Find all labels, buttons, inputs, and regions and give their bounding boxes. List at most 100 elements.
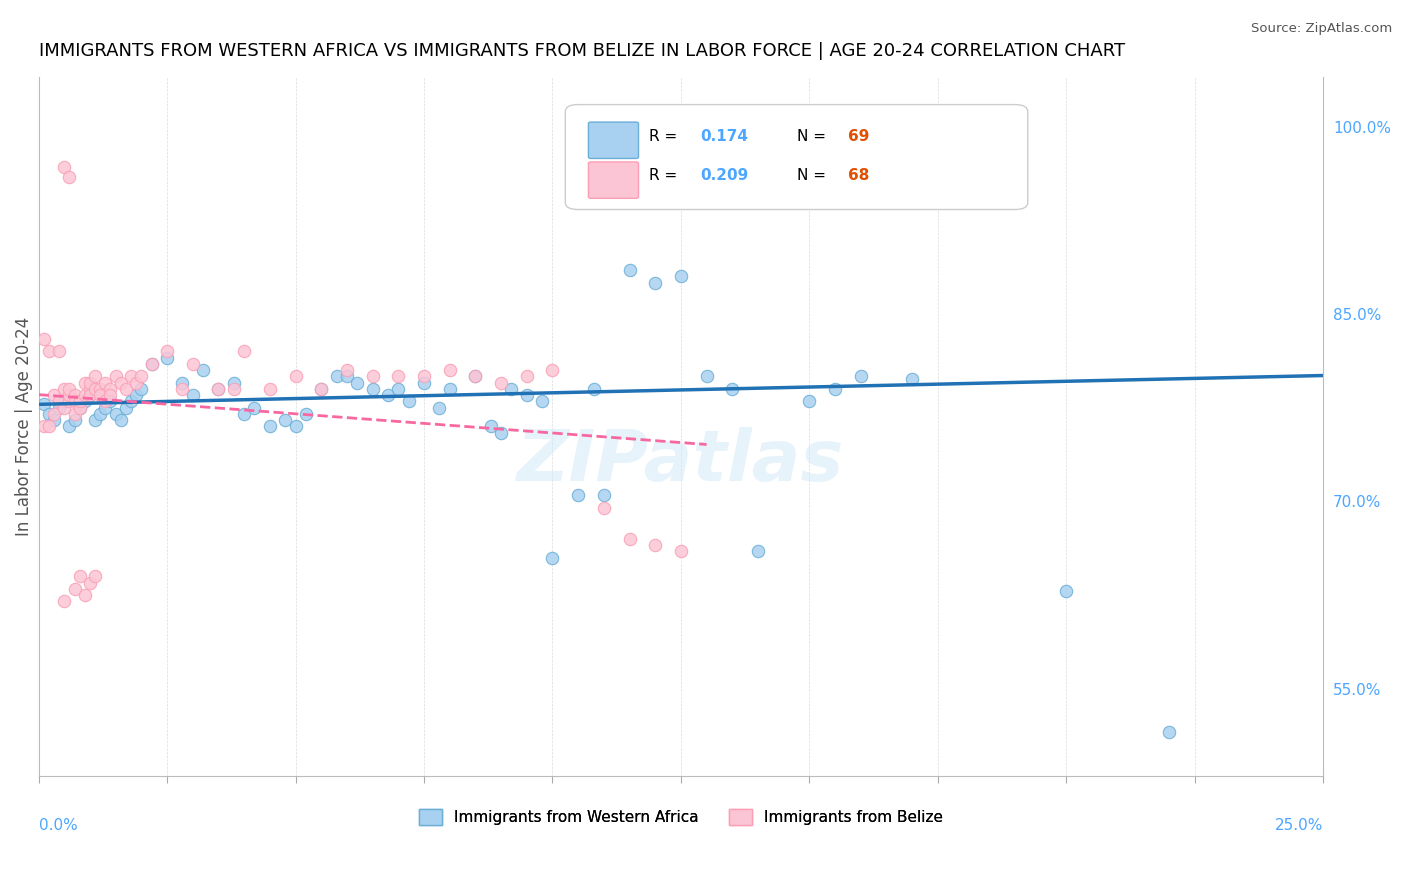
- Immigrants from Western Africa: [799, 394, 821, 409]
- Immigrants from Belize: [63, 388, 86, 402]
- Immigrants from Western Africa: [294, 407, 316, 421]
- Immigrants from Belize: [541, 363, 564, 377]
- Text: R =: R =: [648, 169, 682, 184]
- Immigrants from Belize: [84, 382, 107, 396]
- Immigrants from Belize: [84, 369, 107, 384]
- Immigrants from Western Africa: [325, 369, 347, 384]
- Immigrants from Western Africa: [259, 419, 281, 434]
- Immigrants from Belize: [73, 376, 96, 390]
- Immigrants from Belize: [53, 382, 76, 396]
- Immigrants from Belize: [100, 382, 122, 396]
- Immigrants from Western Africa: [1159, 725, 1181, 739]
- Text: 25.0%: 25.0%: [1275, 818, 1323, 833]
- Immigrants from Western Africa: [464, 369, 486, 384]
- Immigrants from Belize: [73, 388, 96, 402]
- Immigrants from Belize: [89, 388, 111, 402]
- Immigrants from Belize: [79, 575, 101, 590]
- Immigrants from Belize: [284, 369, 307, 384]
- Immigrants from Belize: [53, 160, 76, 174]
- Immigrants from Western Africa: [619, 263, 641, 277]
- Immigrants from Western Africa: [721, 382, 744, 396]
- Immigrants from Belize: [48, 344, 70, 359]
- Immigrants from Belize: [156, 344, 179, 359]
- Immigrants from Belize: [222, 382, 245, 396]
- Immigrants from Western Africa: [73, 394, 96, 409]
- Immigrants from Belize: [69, 401, 91, 415]
- Immigrants from Belize: [58, 388, 80, 402]
- Immigrants from Western Africa: [48, 401, 70, 415]
- Immigrants from Belize: [181, 357, 204, 371]
- Immigrants from Western Africa: [42, 413, 65, 427]
- Immigrants from Western Africa: [120, 394, 142, 409]
- Immigrants from Western Africa: [531, 394, 554, 409]
- Immigrants from Belize: [361, 369, 384, 384]
- Immigrants from Belize: [73, 588, 96, 602]
- Immigrants from Belize: [104, 369, 127, 384]
- Immigrants from Belize: [125, 376, 148, 390]
- Immigrants from Western Africa: [89, 407, 111, 421]
- Immigrants from Belize: [58, 382, 80, 396]
- Immigrants from Belize: [207, 382, 229, 396]
- Immigrants from Belize: [141, 357, 163, 371]
- Immigrants from Western Africa: [489, 425, 512, 440]
- Immigrants from Western Africa: [927, 120, 949, 134]
- Immigrants from Belize: [336, 363, 359, 377]
- Immigrants from Belize: [94, 376, 117, 390]
- Immigrants from Western Africa: [131, 382, 153, 396]
- Text: 69: 69: [848, 128, 869, 144]
- Text: R =: R =: [648, 128, 682, 144]
- Immigrants from Belize: [516, 369, 538, 384]
- Immigrants from Western Africa: [58, 419, 80, 434]
- Immigrants from Western Africa: [243, 401, 266, 415]
- Immigrants from Belize: [115, 382, 138, 396]
- Immigrants from Western Africa: [479, 419, 502, 434]
- Immigrants from Western Africa: [84, 413, 107, 427]
- Immigrants from Belize: [644, 538, 666, 552]
- Immigrants from Western Africa: [125, 388, 148, 402]
- Immigrants from Western Africa: [69, 401, 91, 415]
- Immigrants from Belize: [69, 394, 91, 409]
- Immigrants from Western Africa: [501, 382, 523, 396]
- Text: 0.0%: 0.0%: [38, 818, 77, 833]
- Immigrants from Western Africa: [747, 544, 769, 558]
- Text: N =: N =: [797, 169, 831, 184]
- Immigrants from Western Africa: [377, 388, 399, 402]
- Text: N =: N =: [797, 128, 831, 144]
- Immigrants from Western Africa: [336, 369, 359, 384]
- Immigrants from Belize: [42, 388, 65, 402]
- Immigrants from Belize: [439, 363, 461, 377]
- Immigrants from Belize: [42, 407, 65, 421]
- Text: Source: ZipAtlas.com: Source: ZipAtlas.com: [1251, 22, 1392, 36]
- Immigrants from Western Africa: [38, 407, 60, 421]
- Immigrants from Belize: [63, 394, 86, 409]
- Immigrants from Belize: [58, 169, 80, 184]
- Immigrants from Western Africa: [439, 382, 461, 396]
- Immigrants from Western Africa: [901, 372, 924, 386]
- Legend: Immigrants from Western Africa, Immigrants from Belize: Immigrants from Western Africa, Immigran…: [412, 804, 949, 831]
- Immigrants from Belize: [259, 382, 281, 396]
- Immigrants from Belize: [120, 369, 142, 384]
- Immigrants from Belize: [489, 376, 512, 390]
- Immigrants from Western Africa: [644, 276, 666, 290]
- Text: 0.174: 0.174: [700, 128, 748, 144]
- Immigrants from Belize: [464, 369, 486, 384]
- Immigrants from Western Africa: [582, 382, 605, 396]
- Text: 68: 68: [848, 169, 869, 184]
- Immigrants from Western Africa: [952, 120, 974, 134]
- Immigrants from Belize: [309, 382, 332, 396]
- Immigrants from Western Africa: [669, 269, 692, 284]
- Immigrants from Western Africa: [115, 401, 138, 415]
- Immigrants from Belize: [79, 382, 101, 396]
- Y-axis label: In Labor Force | Age 20-24: In Labor Force | Age 20-24: [15, 317, 32, 536]
- Immigrants from Belize: [79, 376, 101, 390]
- Immigrants from Western Africa: [1004, 120, 1026, 134]
- Immigrants from Western Africa: [284, 419, 307, 434]
- Immigrants from Western Africa: [387, 382, 409, 396]
- Immigrants from Belize: [32, 332, 55, 346]
- Immigrants from Western Africa: [696, 369, 718, 384]
- Immigrants from Western Africa: [172, 376, 194, 390]
- FancyBboxPatch shape: [589, 122, 638, 159]
- Immigrants from Belize: [592, 500, 614, 515]
- Immigrants from Western Africa: [516, 388, 538, 402]
- Immigrants from Belize: [84, 569, 107, 583]
